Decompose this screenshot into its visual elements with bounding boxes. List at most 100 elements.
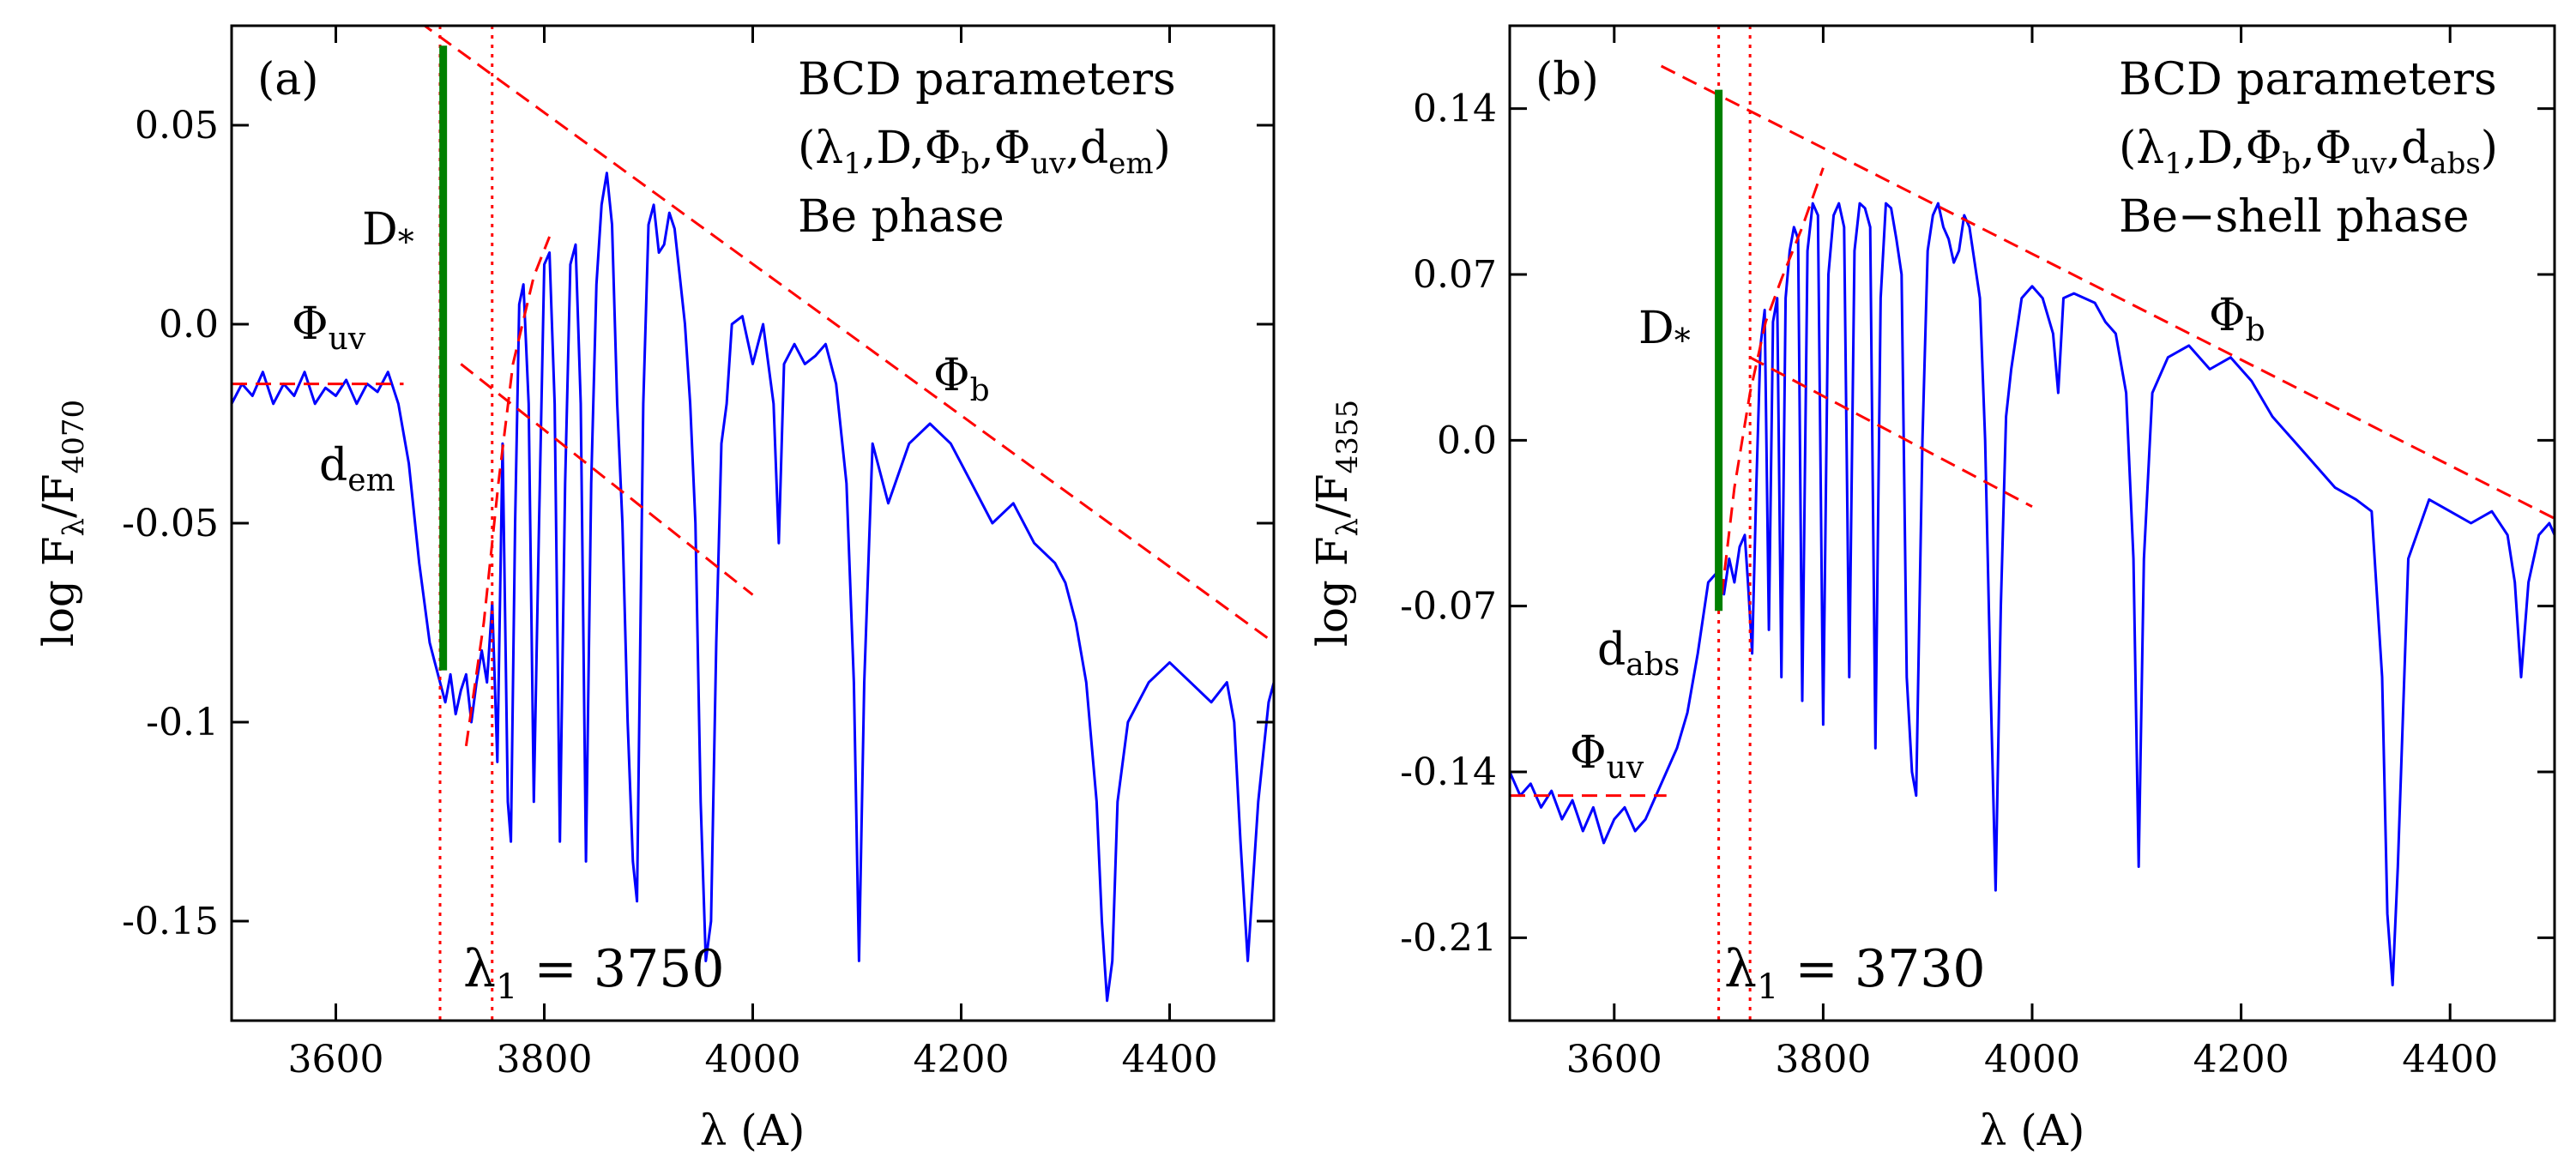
- text-box-mid1: ,D,Φ: [862, 123, 962, 174]
- d-abs-sub: abs: [1626, 648, 1680, 683]
- y-tick-label: 0.0: [1437, 419, 1497, 462]
- y-label-sub2: 4070: [57, 400, 91, 474]
- y-label-sub1: λ: [57, 518, 91, 537]
- y-label-sub1: λ: [1330, 518, 1365, 537]
- d-em-sub: em: [347, 463, 395, 498]
- text-box-mid3: ,d: [1065, 123, 1108, 174]
- lambda1-sub: 1: [1757, 967, 1778, 1007]
- ticks: 3600 3800 4000 4200 4400 0.05 0.0 -0.05 -0.1 -0.1…: [122, 26, 1274, 1082]
- text-box-line1: BCD parameters: [798, 54, 1176, 105]
- y-tick-label: -0.07: [1400, 585, 1497, 629]
- y-label-sub2: 4355: [1330, 400, 1365, 474]
- y-tick-label: -0.21: [1400, 916, 1497, 960]
- panel-b: 3600 3800 4000 4200 4400 0.14 0.07 0.0 -0.07 -0.1…: [1307, 24, 2556, 1155]
- text-box-open: (λ: [798, 123, 843, 174]
- text-box-mid3: ,d: [2386, 123, 2429, 174]
- ref-line-balmer-edge-curve: [464, 236, 551, 747]
- x-axis-label: λ (A): [700, 1106, 805, 1155]
- x-tick-label: 3600: [1566, 1038, 1662, 1082]
- x-tick-label: 4400: [2402, 1038, 2498, 1082]
- phi-uv-sub: uv: [1607, 750, 1644, 786]
- plot-area: [1510, 26, 2555, 1021]
- x-tick-label: 3800: [497, 1038, 593, 1082]
- text-box-close: ): [2481, 123, 2498, 174]
- d-star-sub: *: [1674, 322, 1691, 359]
- text-box-sub2: b: [961, 147, 980, 181]
- lambda1-label: λ1 = 3750: [463, 939, 725, 1007]
- text-box-line3: Be−shell phase: [2119, 191, 2470, 243]
- text-box-sub3: uv: [2351, 147, 2387, 181]
- phi-b-label: Φb: [933, 350, 990, 408]
- phi-uv-main: Φ: [292, 298, 329, 350]
- phi-b-main: Φ: [933, 350, 970, 401]
- spectrum-line: [232, 172, 1274, 1003]
- text-box-line3: Be phase: [798, 191, 1004, 243]
- lambda1-value: = 3750: [517, 939, 724, 999]
- text-box-line2: (λ1,D,Φb,Φuv,dem): [798, 123, 1171, 181]
- d-em-main: d: [319, 440, 347, 491]
- y-label-main: log F: [1307, 536, 1357, 647]
- plot-frame: [1508, 24, 2556, 1022]
- y-axis-label: log Fλ/F4355: [1307, 400, 1365, 647]
- ref-line-balmer-edge-curve: [1720, 167, 1825, 595]
- y-tick-label: -0.14: [1400, 750, 1497, 794]
- d-star-main: D: [362, 204, 398, 256]
- panel-a: 3600 3800 4000 4200 4400 0.05 0.0 -0.05 -0.1 -0.1…: [33, 24, 1276, 1155]
- y-label-slash: /F: [33, 473, 83, 518]
- d-star-sub: *: [398, 223, 414, 261]
- phi-uv-sub: uv: [329, 322, 366, 357]
- text-box-sub1: 1: [843, 147, 862, 181]
- ticks: 3600 3800 4000 4200 4400 0.14 0.07 0.0 -0.07 -0.1…: [1400, 26, 2555, 1082]
- text-box-open: (λ: [2119, 123, 2164, 174]
- y-tick-label: -0.05: [122, 502, 219, 545]
- text-box-mid1: ,D,Φ: [2183, 123, 2283, 174]
- x-tick-label: 4000: [705, 1038, 801, 1082]
- lambda1-sym: λ: [1724, 939, 1757, 999]
- panel-label: (a): [257, 54, 319, 105]
- x-tick-label: 3800: [1775, 1038, 1871, 1082]
- y-tick-label: 0.0: [159, 303, 219, 346]
- text-box-sub2: b: [2282, 147, 2301, 181]
- y-label-main: log F: [33, 536, 83, 647]
- phi-b-sub: b: [970, 373, 990, 408]
- phi-b-label: Φb: [2209, 290, 2265, 348]
- lambda1-sub: 1: [496, 967, 517, 1007]
- x-tick-label: 4200: [914, 1038, 1010, 1082]
- ref-line-balmer-envelope: [422, 26, 1274, 644]
- text-box-sub1: 1: [2164, 147, 2183, 181]
- text-box-line2: (λ1,D,Φb,Φuv,dabs): [2119, 123, 2498, 181]
- plot-frame: [230, 24, 1276, 1022]
- y-axis-label: log Fλ/F4070: [33, 400, 91, 647]
- text-box-mid2: ,Φ: [2301, 123, 2351, 174]
- phi-uv-label: Φuv: [1570, 727, 1644, 786]
- lambda1-label: λ1 = 3730: [1724, 939, 1986, 1007]
- y-tick-label: -0.1: [146, 701, 219, 744]
- plot-area: [232, 26, 1274, 1021]
- y-tick-label: -0.15: [122, 900, 219, 943]
- phi-uv-main: Φ: [1570, 727, 1607, 779]
- d-abs-label: dabs: [1597, 624, 1680, 683]
- text-box-line1: BCD parameters: [2119, 54, 2497, 105]
- y-tick-label: 0.07: [1413, 253, 1497, 297]
- x-tick-label: 4400: [1122, 1038, 1218, 1082]
- x-tick-label: 4200: [2193, 1038, 2289, 1082]
- ref-line-inner-envelope: [1749, 356, 2033, 509]
- y-tick-label: 0.05: [135, 104, 219, 148]
- d-star-label: D*: [362, 204, 414, 261]
- lambda1-value: = 3730: [1778, 939, 1985, 999]
- panel-label: (b): [1535, 54, 1599, 105]
- d-star-main: D: [1638, 303, 1674, 354]
- text-box-close: ): [1154, 123, 1171, 174]
- phi-b-main: Φ: [2209, 290, 2246, 341]
- text-box-sub4: em: [1108, 147, 1153, 181]
- text-box-mid2: ,Φ: [980, 123, 1030, 174]
- x-axis-label: λ (A): [1980, 1106, 2085, 1155]
- d-em-label: dem: [319, 440, 395, 498]
- text-box-sub4: abs: [2429, 147, 2480, 181]
- lambda1-sym: λ: [463, 939, 496, 999]
- d-abs-main: d: [1597, 624, 1626, 676]
- phi-b-sub: b: [2246, 313, 2265, 348]
- x-tick-label: 3600: [288, 1038, 384, 1082]
- text-box-sub3: uv: [1030, 147, 1066, 181]
